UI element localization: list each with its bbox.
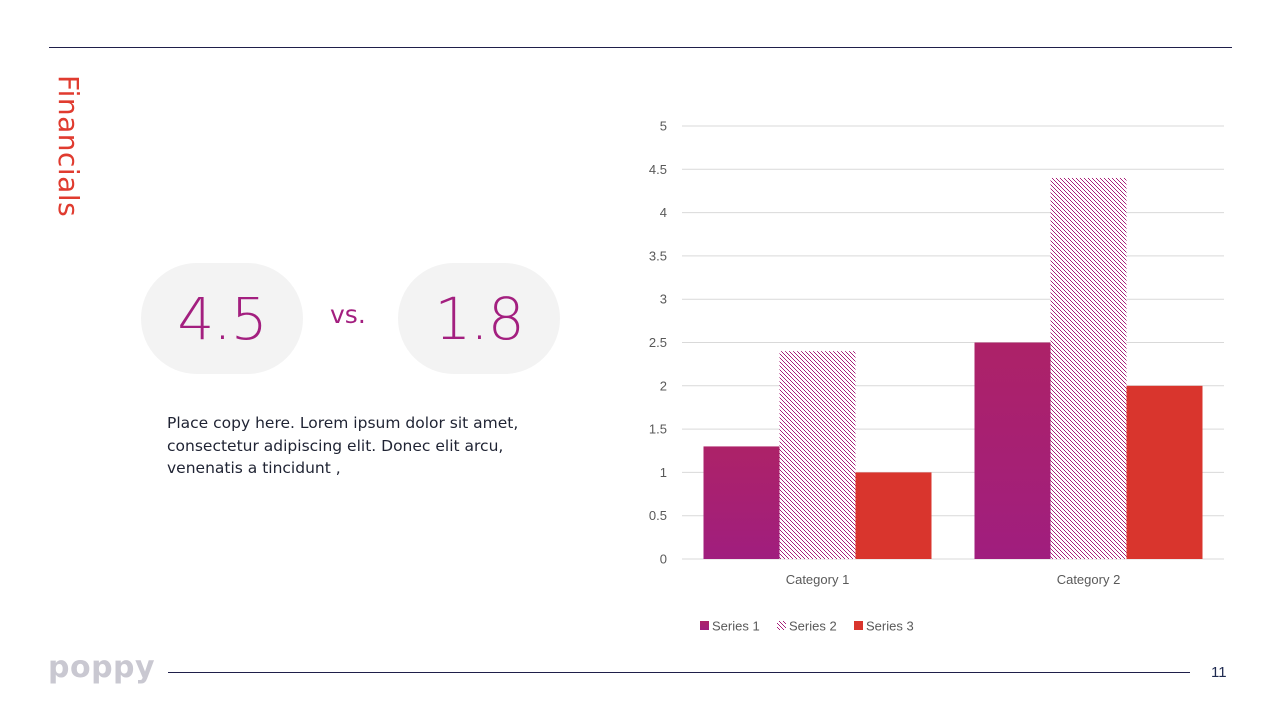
y-tick-label: 5 <box>660 119 667 134</box>
bar-series-2-category-2 <box>1050 177 1127 559</box>
poppy-logo: poppy <box>48 650 156 685</box>
page-number: 11 <box>1211 664 1227 681</box>
bar-chart: 00.511.522.533.544.55 Category 1 Category… <box>649 119 1224 634</box>
stat-a-value: 4.5 <box>177 284 267 353</box>
bars <box>703 177 1203 559</box>
vs-label: vs. <box>330 300 366 329</box>
bar-series-1-category-1 <box>703 446 780 559</box>
legend: Series 1 Series 2 Series 3 <box>700 619 914 634</box>
legend-label: Series 2 <box>789 619 837 634</box>
legend-label: Series 3 <box>866 619 914 634</box>
bar-series-2-category-1 <box>779 351 856 559</box>
x-tick-label: Category 1 <box>786 572 850 587</box>
y-tick-label: 3 <box>660 292 667 307</box>
y-axis-ticks: 0 0.5 1 1.5 2 2.5 3 3.5 4 4.5 5 <box>649 119 667 567</box>
bar-series-3-category-1 <box>855 472 932 559</box>
body-copy: Place copy here. Lorem ipsum dolor sit a… <box>167 414 519 477</box>
y-tick-label: 4 <box>660 205 667 220</box>
top-rule <box>49 47 1232 48</box>
legend-swatch <box>700 621 709 630</box>
y-tick-label: 1.5 <box>649 422 667 437</box>
bar-series-3-category-2 <box>1126 385 1203 559</box>
stat-pill-a: 4.5 <box>141 263 303 374</box>
x-tick-label: Category 2 <box>1057 572 1121 587</box>
x-axis-ticks: Category 1 Category 2 <box>786 572 1121 587</box>
stat-pill-b: 1.8 <box>398 263 560 374</box>
slide-title: Financials <box>52 75 85 218</box>
y-tick-label: 1 <box>660 465 667 480</box>
y-tick-label: 4.5 <box>649 162 667 177</box>
y-tick-label: 0.5 <box>649 508 667 523</box>
y-tick-label: 2 <box>660 378 667 393</box>
stat-b-value: 1.8 <box>434 284 524 353</box>
y-tick-label: 3.5 <box>649 248 667 263</box>
y-tick-label: 0 <box>660 552 667 567</box>
legend-label: Series 1 <box>712 619 760 634</box>
legend-swatch <box>777 621 786 630</box>
y-tick-label: 2.5 <box>649 335 667 350</box>
bar-series-1-category-2 <box>974 342 1051 559</box>
legend-swatch <box>854 621 863 630</box>
footer-rule <box>168 672 1190 673</box>
